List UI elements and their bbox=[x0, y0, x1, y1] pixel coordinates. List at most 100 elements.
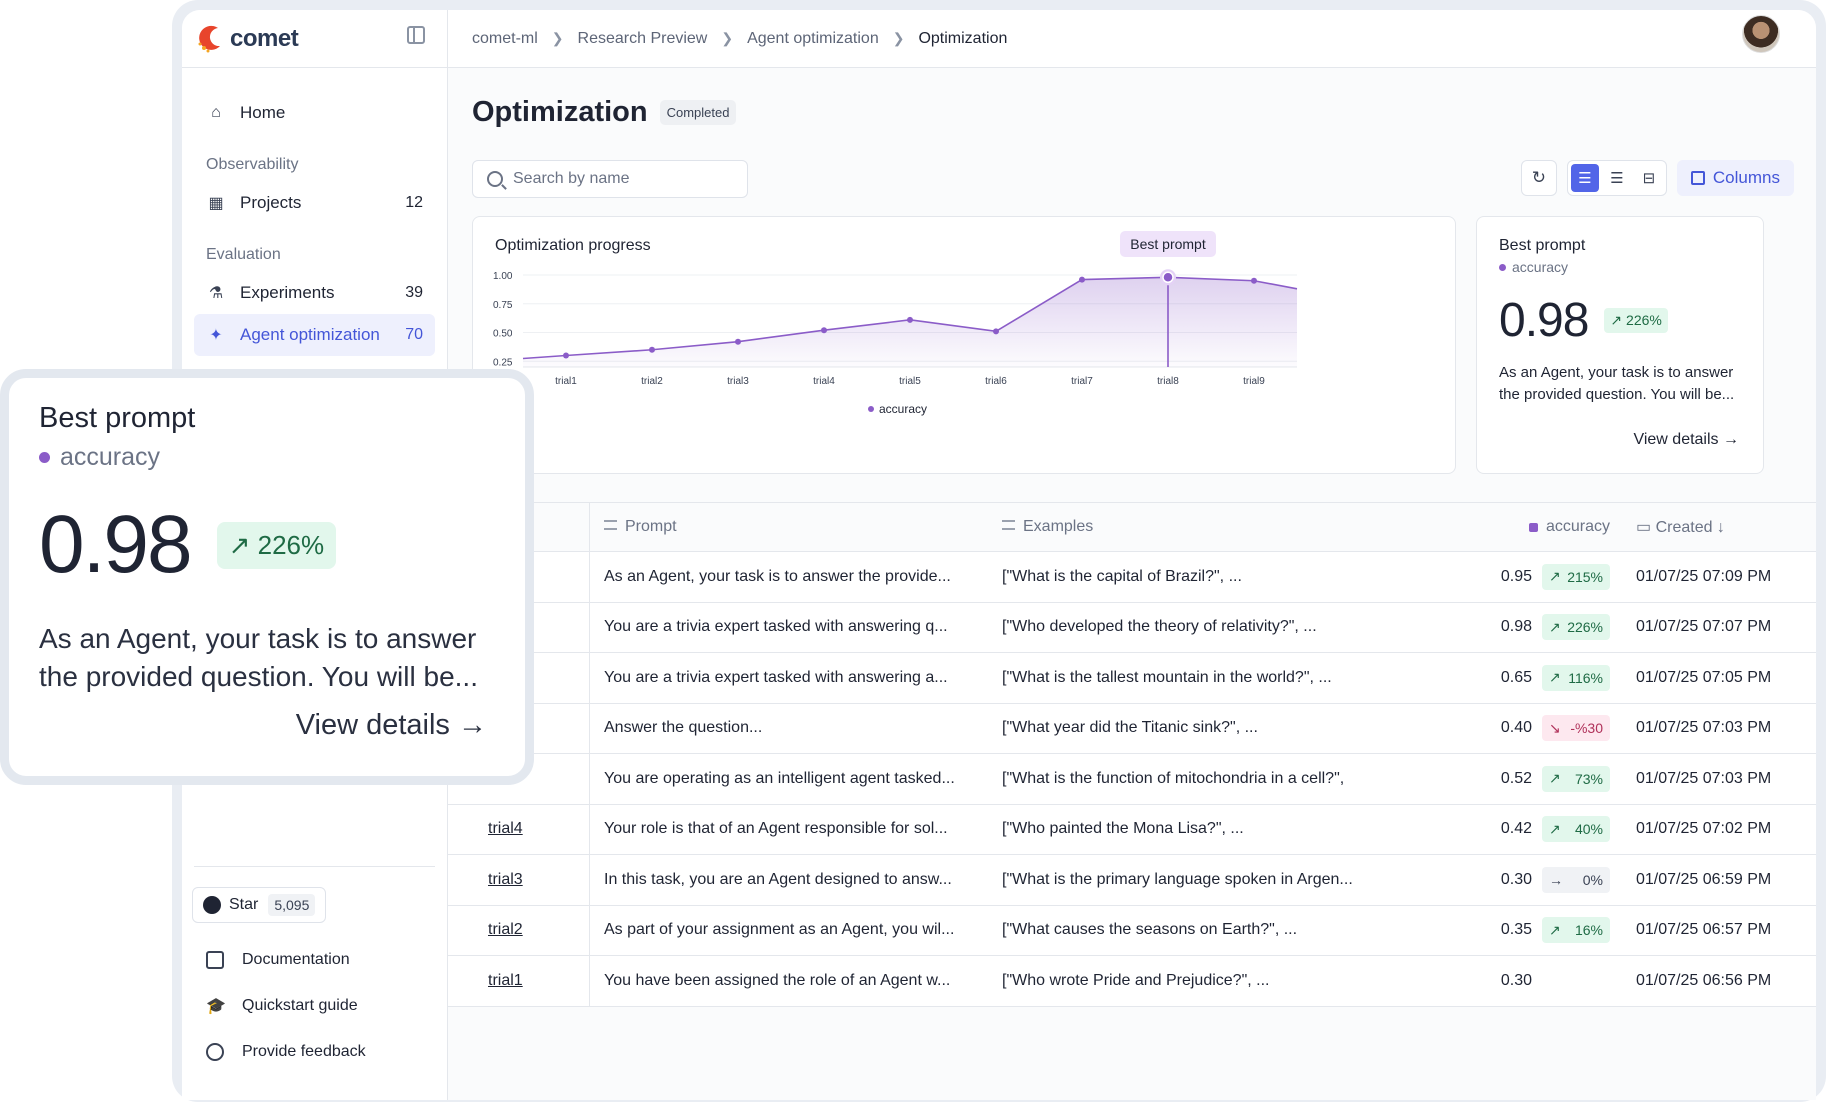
x-tick-label: trial1 bbox=[555, 376, 577, 387]
zoom-value-row: 0.98 ↗ 226% bbox=[39, 498, 495, 592]
table-row[interactable]: You are a trivia expert tasked with answ… bbox=[448, 653, 1816, 704]
cell-examples: ["What year did the Titanic sink?", ... bbox=[1002, 719, 1258, 737]
cell-examples: ["What is the tallest mountain in the wo… bbox=[1002, 668, 1332, 686]
logo-row: comet bbox=[182, 10, 447, 68]
chart-canvas: 1.00 0.75 0.50 0.25 Best prompt trial1 trial2 t… bbox=[493, 231, 1298, 416]
change-badge: ↗ 16% bbox=[1542, 917, 1610, 944]
zoom-metric: accuracy bbox=[39, 443, 495, 472]
chevron-right-icon: ❯ bbox=[721, 30, 734, 46]
comet-logo-icon[interactable] bbox=[196, 24, 226, 54]
header-created[interactable]: ▭ Created ↓ bbox=[1618, 517, 1725, 537]
feedback-link[interactable]: Provide feedback bbox=[182, 1029, 447, 1075]
table-body: As an Agent, your task is to answer the … bbox=[448, 552, 1816, 1007]
x-tick-label: trial9 bbox=[1243, 376, 1265, 387]
change-value: 16% bbox=[1574, 922, 1603, 939]
cell-created: 01/07/25 07:07 PM bbox=[1636, 618, 1772, 636]
section-title-evaluation: Evaluation bbox=[206, 246, 281, 263]
columns-button[interactable]: Columns bbox=[1676, 160, 1794, 196]
data-point bbox=[821, 327, 827, 334]
zoom-change-badge: ↗ 226% bbox=[216, 521, 337, 569]
cell-created: 01/07/25 06:59 PM bbox=[1636, 870, 1772, 888]
search-input[interactable] bbox=[513, 170, 743, 188]
table-row[interactable]: You are operating as an intelligent agen… bbox=[448, 754, 1816, 805]
sidebar-item-projects[interactable]: ▦ Projects 12 bbox=[194, 182, 435, 224]
cell-created: 01/07/25 07:09 PM bbox=[1636, 567, 1772, 585]
cell-accuracy: 0.65 ↗ 116% bbox=[1388, 664, 1618, 691]
density-compact-icon[interactable]: ☰ bbox=[1570, 164, 1599, 192]
trend-up-icon: ↗ bbox=[1549, 669, 1561, 686]
density-medium-icon[interactable]: ☰ bbox=[1610, 170, 1624, 187]
trial-link[interactable]: trial3 bbox=[488, 870, 523, 888]
cell-trial bbox=[448, 552, 590, 602]
quickstart-link[interactable]: 🎓 Quickstart guide bbox=[182, 983, 447, 1029]
avatar[interactable] bbox=[1742, 15, 1780, 53]
columns-icon bbox=[1690, 171, 1705, 185]
page-title: Optimization bbox=[472, 96, 648, 128]
sidebar-item-count: 39 bbox=[405, 284, 423, 301]
cell-examples: ["What is the function of mitochondria i… bbox=[1002, 769, 1345, 787]
accuracy-value: 0.35 bbox=[1500, 921, 1532, 939]
divider bbox=[194, 866, 435, 867]
table-row[interactable]: trial4 Your role is that of an Agent resp… bbox=[448, 804, 1816, 855]
header-accuracy[interactable]: accuracy bbox=[1388, 518, 1618, 536]
header-examples[interactable]: Examples bbox=[988, 518, 1388, 536]
sidebar-item-agent-optimization[interactable]: ✦ Agent optimization 70 bbox=[194, 314, 435, 356]
trial-link[interactable]: trial4 bbox=[488, 820, 523, 838]
trials-table: al Prompt Examples accuracy ▭ Created ↓ … bbox=[448, 502, 1816, 1007]
trial-link[interactable]: trial1 bbox=[488, 971, 523, 989]
x-tick-label: trial2 bbox=[641, 376, 663, 387]
sidebar-item-count: 70 bbox=[405, 326, 423, 343]
change-badge: ↗ 40% bbox=[1542, 816, 1610, 843]
data-point bbox=[649, 346, 655, 353]
density-large-icon[interactable]: ⊟ bbox=[1642, 170, 1656, 187]
zoom-title: Best prompt bbox=[39, 402, 196, 434]
view-details-link[interactable]: View details → bbox=[1633, 431, 1739, 449]
cell-created: 01/07/25 07:03 PM bbox=[1636, 769, 1772, 787]
text-icon bbox=[1002, 520, 1015, 530]
documentation-link[interactable]: Documentation bbox=[182, 937, 447, 983]
table-row[interactable]: You are a trivia expert tasked with answ… bbox=[448, 602, 1816, 653]
data-point bbox=[993, 328, 999, 335]
zoom-view-details-link[interactable]: View details → bbox=[296, 709, 487, 742]
breadcrumb-project[interactable]: Research Preview bbox=[577, 29, 708, 47]
table-row[interactable]: trial3 In this task, you are an Agent des… bbox=[448, 855, 1816, 906]
status-badge: Completed bbox=[659, 100, 737, 125]
cell-accuracy: 0.30 → 0% bbox=[1388, 866, 1618, 893]
cell-examples: ["Who wrote Pride and Prejudice?", ... bbox=[1002, 971, 1270, 989]
table-row[interactable]: Answer the question... ["What year did th… bbox=[448, 703, 1816, 754]
metric-square-icon bbox=[1528, 522, 1538, 532]
main-content: comet-ml ❯ Research Preview ❯ Agent opti… bbox=[448, 10, 1816, 1100]
change-value: 215% bbox=[1567, 568, 1603, 585]
best-prompt-zoom-card: Best prompt accuracy 0.98 ↗ 226% As an A… bbox=[0, 369, 534, 785]
chat-bubble-icon bbox=[206, 1043, 224, 1061]
breadcrumb: comet-ml ❯ Research Preview ❯ Agent opti… bbox=[448, 10, 1816, 68]
sidebar-item-experiments[interactable]: ⚗ Experiments 39 bbox=[194, 272, 435, 314]
cell-accuracy: 0.35 ↗ 16% bbox=[1388, 917, 1618, 944]
metric-name: accuracy bbox=[60, 443, 161, 471]
table-row[interactable]: As an Agent, your task is to answer the … bbox=[448, 552, 1816, 603]
refresh-icon: ↻ bbox=[1531, 168, 1547, 187]
cell-accuracy: 0.98 ↗ 226% bbox=[1388, 614, 1618, 641]
header-prompt[interactable]: Prompt bbox=[590, 518, 988, 536]
github-star-button[interactable]: Star 5,095 bbox=[192, 887, 327, 923]
row-density-toggle: ☰ ☰ ⊟ bbox=[1566, 160, 1667, 196]
breadcrumb-workspace[interactable]: comet-ml bbox=[472, 29, 538, 47]
columns-label: Columns bbox=[1712, 168, 1780, 187]
sidebar-item-home[interactable]: ⌂ Home bbox=[194, 92, 435, 134]
chart-title: Optimization progress bbox=[495, 237, 651, 254]
accuracy-value: 0.98 bbox=[1500, 618, 1532, 636]
refresh-button[interactable]: ↻ bbox=[1520, 160, 1557, 196]
collapse-sidebar-icon[interactable] bbox=[407, 26, 425, 44]
trial-link[interactable]: trial2 bbox=[488, 921, 523, 939]
accuracy-value: 0.65 bbox=[1500, 668, 1532, 686]
zoom-text: As an Agent, your task is to answer the … bbox=[39, 623, 478, 692]
sidebar-item-label: Agent optimization bbox=[240, 325, 380, 344]
table-row[interactable]: trial1 You have been assigned the role of… bbox=[448, 956, 1816, 1007]
cell-prompt: Your role is that of an Agent responsibl… bbox=[604, 820, 948, 838]
table-row[interactable]: trial2 As part of your assignment as an A… bbox=[448, 905, 1816, 956]
cell-accuracy: 0.30 bbox=[1388, 968, 1618, 994]
search-box bbox=[472, 160, 748, 198]
optimization-progress-chart: Optimization progress 1.00 0.75 0.50 0.25 Be… bbox=[472, 216, 1456, 474]
change-value: -%30 bbox=[1570, 720, 1603, 737]
breadcrumb-section[interactable]: Agent optimization bbox=[747, 29, 879, 47]
